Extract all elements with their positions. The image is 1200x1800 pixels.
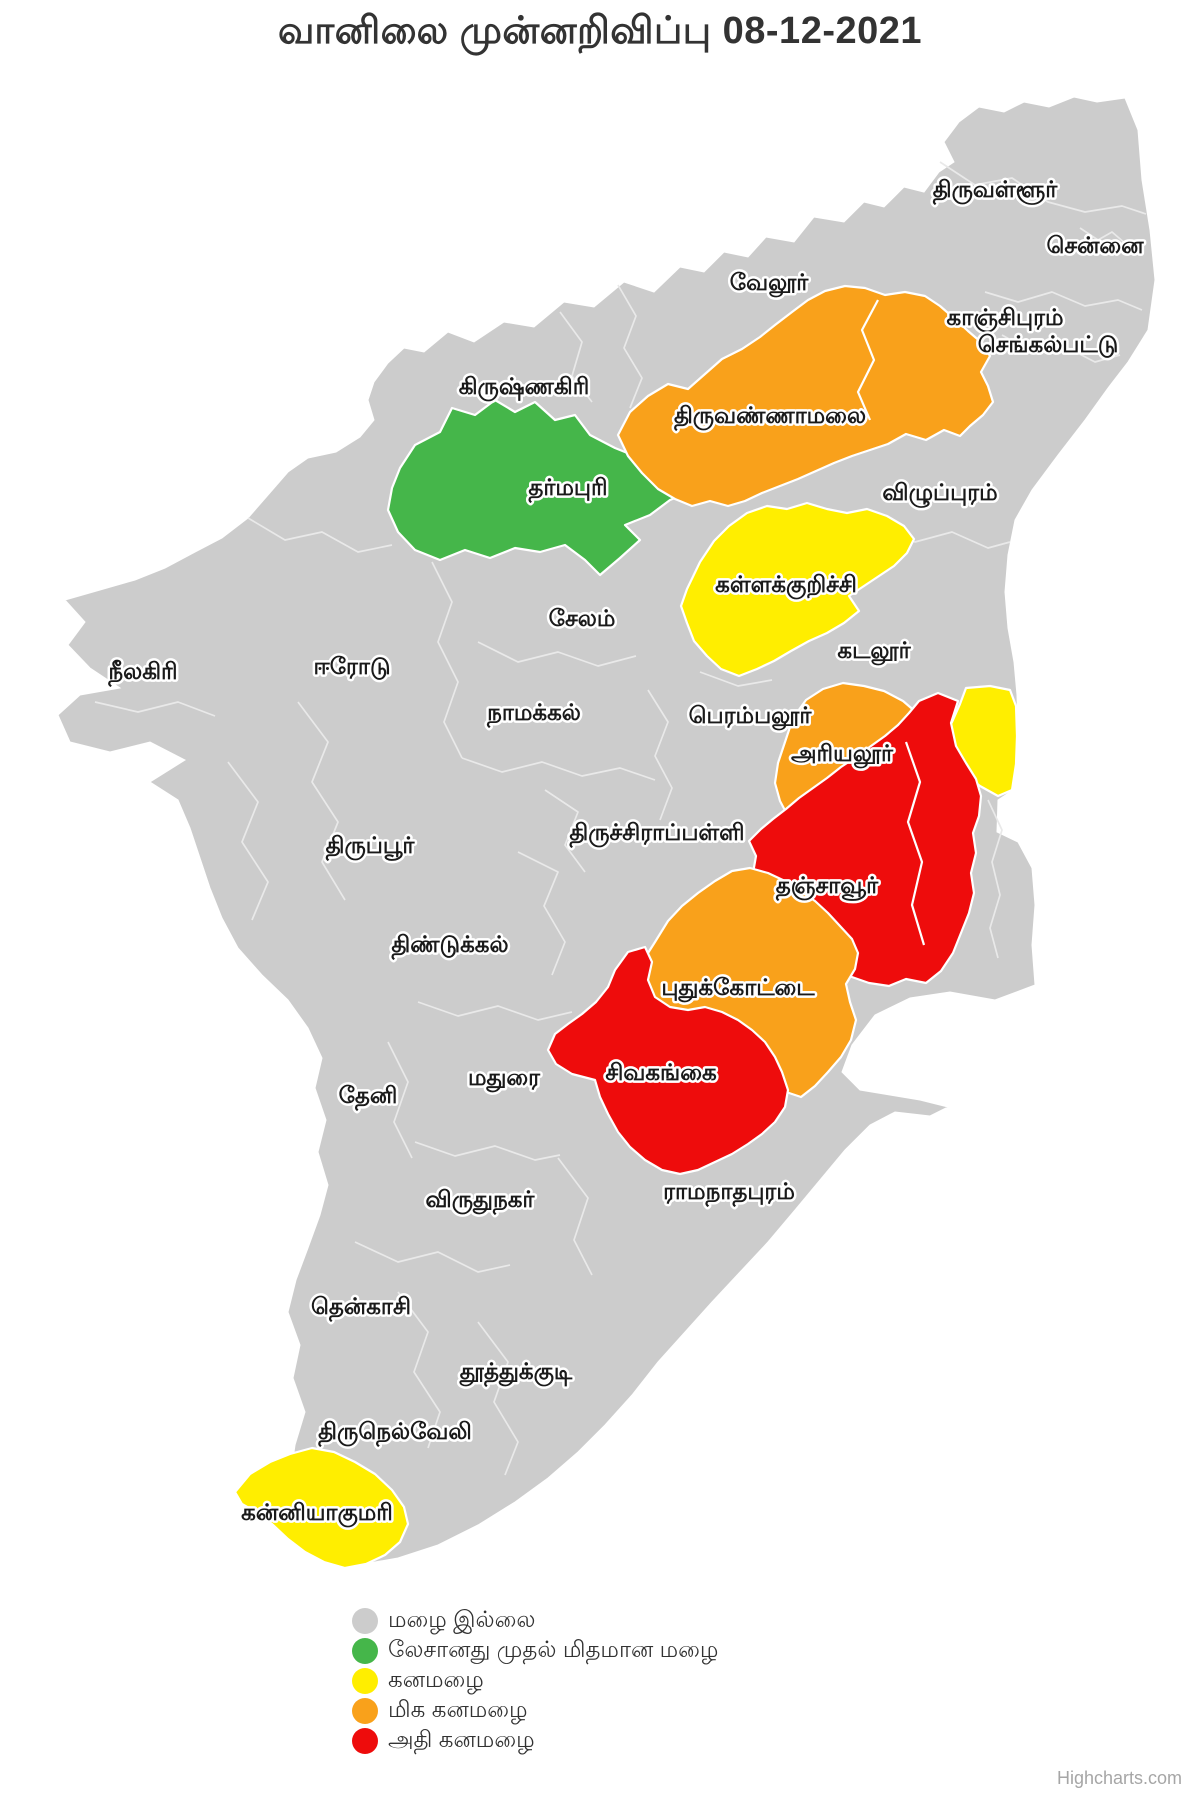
district-label-namakkal: நாமக்கல் [486, 699, 581, 728]
district-label-perambalur: பெரம்பலூர் [689, 702, 813, 731]
district-label-ramanathapuram: ராமநாதபுரம் [663, 1178, 795, 1207]
district-label-ariyalur: அரியலூர் [791, 740, 894, 769]
district-label-viluppuram: விழுப்புரம் [882, 479, 997, 508]
legend-label-no_rain: மழை இல்லை [388, 1606, 536, 1632]
district-label-theni: தேனி [339, 1082, 398, 1111]
legend-item-light_to_moderate[interactable]: லேசானது முதல் மிதமான மழை [352, 1636, 718, 1666]
legend-label-extremely_heavy: அதி கனமழை [388, 1726, 535, 1752]
district-label-dharmapuri: தர்மபுரி [528, 474, 607, 503]
district-label-tenkasi: தென்காசி [311, 1293, 411, 1322]
legend-item-very_heavy[interactable]: மிக கனமழை [352, 1696, 718, 1726]
district-label-tiruvannamalai: திருவண்ணாமலை [674, 402, 866, 431]
district-label-virudhunagar: விருதுநகர் [426, 1186, 536, 1215]
district-label-chennai: சென்னை [1046, 232, 1144, 258]
district-label-tiruvallur: திருவள்ளூர் [933, 176, 1059, 205]
legend-item-no_rain[interactable]: மழை இல்லை [352, 1606, 718, 1636]
district-shape-kallakurichi[interactable] [679, 501, 916, 678]
colored-district-inner-borders [856, 299, 926, 946]
district-label-nilgiris: நீலகிரி [107, 658, 177, 687]
legend-label-very_heavy: மிக கனமழை [388, 1696, 528, 1722]
legend-item-heavy[interactable]: கனமழை [352, 1666, 718, 1696]
district-label-thoothukudi: தூத்துக்குடி [459, 1358, 573, 1387]
legend-label-heavy: கனமழை [388, 1666, 484, 1692]
legend-marker-no_rain [352, 1608, 378, 1634]
page-title: வானிலை முன்னறிவிப்பு 08-12-2021 [277, 10, 923, 52]
district-label-tiruppur: திருப்பூர் [326, 832, 416, 861]
district-label-krishnagiri: கிருஷ்ணகிரி [459, 373, 590, 402]
district-labels: திருவள்ளூர் சென்னை வேலூர் காஞ்சிபுரம்செங்கல… [105, 174, 1147, 1531]
district-label-salem: சேலம் [549, 605, 616, 631]
district-label-sivaganga: சிவகங்கை [605, 1059, 717, 1085]
district-label-kanchipuram: காஞ்சிபுரம் [947, 304, 1064, 333]
district-label-vellore: வேலூர் [730, 269, 809, 298]
district-label-kallakurichi: கள்ளக்குறிச்சி [715, 571, 857, 600]
district-shape-tiruvannamalai[interactable] [616, 284, 995, 508]
legend-label-light_to_moderate: லேசானது முதல் மிதமான மழை [388, 1636, 719, 1662]
district-label-erode: ஈரோடு [314, 653, 391, 679]
district-label-cuddalore: கடலூர் [837, 637, 911, 666]
highcharts-credit-link[interactable]: Highcharts.com [1056, 1768, 1182, 1788]
district-shape-sivaganga[interactable] [546, 945, 790, 1176]
legend-item-extremely_heavy[interactable]: அதி கனமழை [352, 1726, 718, 1756]
district-label-madurai: மதுரை [468, 1064, 541, 1093]
district-label-kanyakumari: கன்னியாகுமரி [241, 1499, 393, 1528]
legend-marker-heavy [352, 1668, 378, 1694]
district-shape-kanyakumari[interactable] [233, 1446, 410, 1570]
district-label-tiruchirapalli: திருச்சிராப்பள்ளி [569, 819, 744, 848]
legend-marker-very_heavy [352, 1698, 378, 1724]
legend-marker-extremely_heavy [352, 1728, 378, 1754]
state-outline[interactable] [57, 96, 1156, 1566]
district-label-pudukkottai: புதுக்கோட்டை [661, 974, 815, 1003]
legend-marker-light_to_moderate [352, 1638, 378, 1664]
district-label-dindigul: திண்டுக்கல் [391, 931, 508, 960]
district-borders [94, 161, 1147, 1476]
district-label-chengalpattu: செங்கல்பட்டு [978, 331, 1119, 357]
district-shape-dharmapuri[interactable] [386, 398, 712, 577]
legend: மழை இல்லை லேசானது முதல் மிதமான மழை கனமழை மி… [352, 1606, 718, 1756]
district-label-tirunelveli: திருநெல்வேலி [318, 1418, 472, 1447]
district-label-thanjavur: தஞ்சாவூர் [776, 872, 879, 901]
